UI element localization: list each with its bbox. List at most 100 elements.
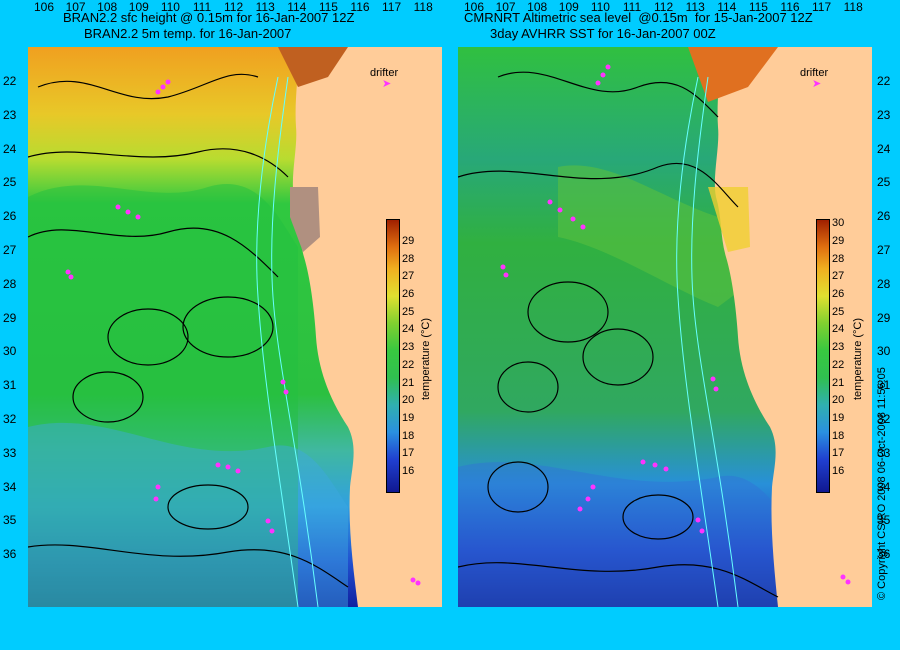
lon-label-106: 106 bbox=[463, 0, 485, 14]
lat-label-26: 26 bbox=[3, 209, 17, 224]
drifter-tracks bbox=[500, 64, 851, 585]
right-colorbar bbox=[816, 219, 830, 493]
lon-label-109: 109 bbox=[558, 0, 579, 14]
left-sst-map bbox=[28, 47, 442, 607]
copyright-text: © Copyright CSIRO 2008 06-Oct-2008 11:56… bbox=[876, 367, 888, 600]
land-shading bbox=[290, 187, 320, 252]
right-drifter-arrow: ➤ bbox=[812, 78, 822, 90]
isobaths bbox=[256, 76, 319, 607]
right-title-line2: 3day AVHRR SST for 16-Jan-2007 00Z bbox=[490, 26, 716, 41]
right-title-line1: CMRNRT Altimetric sea level @0.15m for 1… bbox=[464, 10, 813, 25]
sea-level-contours bbox=[458, 71, 779, 598]
lat-label-29: 29 bbox=[3, 310, 17, 325]
lon-label-117: 117 bbox=[812, 0, 832, 14]
colorbar-tick-28: 28 bbox=[832, 252, 845, 265]
left-map-panel bbox=[28, 47, 442, 607]
lat-label-31: 31 bbox=[3, 378, 17, 393]
colorbar-tick-18: 18 bbox=[402, 429, 415, 442]
colorbar-tick-23: 23 bbox=[832, 341, 845, 354]
left-colorbar bbox=[386, 219, 400, 493]
lon-label-110: 110 bbox=[160, 0, 180, 14]
right-map-panel bbox=[458, 47, 872, 607]
colorbar-tick-20: 20 bbox=[832, 394, 845, 407]
colorbar-tick-27: 27 bbox=[832, 270, 845, 283]
lat-label-26: 26 bbox=[877, 209, 891, 224]
lat-label-22: 22 bbox=[3, 74, 17, 88]
left-colorbar-unit: temperature (°C) bbox=[420, 317, 432, 400]
left-title-line1: BRAN2.2 sfc height @ 0.15m for 16-Jan-20… bbox=[63, 10, 355, 25]
lon-label-108: 108 bbox=[527, 0, 548, 14]
warm-water-patch bbox=[28, 184, 298, 607]
lon-label-114: 114 bbox=[717, 0, 737, 14]
lat-label-31: 31 bbox=[877, 378, 891, 393]
lat-label-32: 32 bbox=[877, 412, 891, 426]
colorbar-tick-18: 18 bbox=[832, 429, 845, 442]
lon-label-109: 109 bbox=[128, 0, 149, 14]
lat-label-36: 36 bbox=[877, 547, 891, 562]
lat-label-30: 30 bbox=[3, 344, 17, 359]
lon-label-107: 107 bbox=[65, 0, 86, 14]
colorbar-tick-22: 22 bbox=[402, 358, 415, 371]
right-sst-map bbox=[458, 47, 872, 607]
lon-label-115: 115 bbox=[748, 0, 768, 14]
lon-label-115: 115 bbox=[318, 0, 338, 14]
colorbar-tick-19: 19 bbox=[402, 411, 415, 424]
lat-label-22: 22 bbox=[877, 74, 891, 88]
left-drifter-arrow: ➤ bbox=[382, 78, 392, 90]
colorbar-tick-19: 19 bbox=[832, 411, 845, 424]
colorbar-tick-17: 17 bbox=[402, 447, 415, 460]
warm-coastal-strip bbox=[708, 187, 750, 252]
lat-label-25: 25 bbox=[877, 175, 891, 190]
colorbar-tick-24: 24 bbox=[402, 323, 415, 336]
right-colorbar-unit: temperature (°C) bbox=[852, 317, 864, 400]
lon-label-108: 108 bbox=[97, 0, 118, 14]
colorbar-tick-30: 30 bbox=[832, 217, 845, 230]
colorbar-tick-29: 29 bbox=[402, 234, 415, 247]
lat-label-35: 35 bbox=[877, 513, 891, 528]
lon-label-106: 106 bbox=[33, 0, 55, 14]
land-mass bbox=[292, 47, 442, 607]
colorbar-tick-23: 23 bbox=[402, 341, 415, 354]
lat-label-33: 33 bbox=[877, 445, 891, 460]
lat-label-28: 28 bbox=[3, 276, 17, 291]
lat-label-27: 27 bbox=[877, 243, 891, 257]
lat-label-28: 28 bbox=[877, 276, 891, 291]
colorbar-tick-16: 16 bbox=[832, 465, 845, 477]
isobaths bbox=[676, 76, 739, 607]
lat-label-23: 23 bbox=[3, 107, 17, 122]
colorbar-tick-26: 26 bbox=[402, 288, 415, 300]
lon-label-111: 111 bbox=[622, 0, 642, 14]
colorbar-tick-21: 21 bbox=[402, 376, 415, 389]
colorbar-tick-21: 21 bbox=[832, 376, 845, 389]
warm-coastal-water bbox=[278, 47, 348, 87]
lon-label-110: 110 bbox=[590, 0, 610, 14]
colorbar-tick-25: 25 bbox=[402, 305, 415, 318]
warm-coastal-water bbox=[688, 47, 778, 102]
lat-label-23: 23 bbox=[877, 107, 891, 122]
land-mass bbox=[714, 47, 872, 607]
lon-label-112: 112 bbox=[224, 0, 244, 14]
lat-label-25: 25 bbox=[3, 175, 17, 190]
right-drifter-label: drifter bbox=[800, 67, 829, 79]
colorbar-tick-16: 16 bbox=[402, 465, 415, 477]
colorbar-tick-24: 24 bbox=[832, 323, 845, 336]
colorbar-tick-29: 29 bbox=[832, 234, 845, 247]
lat-label-34: 34 bbox=[877, 479, 891, 494]
left-drifter-label: drifter bbox=[370, 67, 399, 79]
lat-label-29: 29 bbox=[877, 310, 891, 325]
warm-water-patch bbox=[558, 165, 758, 307]
lon-label-113: 113 bbox=[255, 0, 275, 14]
colorbar-tick-26: 26 bbox=[832, 288, 845, 300]
lon-label-112: 112 bbox=[654, 0, 674, 14]
colorbar-tick-27: 27 bbox=[402, 270, 415, 283]
lat-label-34: 34 bbox=[3, 479, 17, 494]
lat-label-30: 30 bbox=[877, 344, 891, 359]
lon-label-113: 113 bbox=[685, 0, 705, 14]
lon-label-118: 118 bbox=[843, 0, 863, 14]
lon-label-116: 116 bbox=[350, 0, 370, 14]
lon-label-107: 107 bbox=[495, 0, 516, 14]
drifter-tracks bbox=[65, 79, 421, 586]
lat-label-24: 24 bbox=[3, 141, 17, 156]
cool-water-patch bbox=[28, 422, 348, 607]
colorbar-tick-28: 28 bbox=[402, 252, 415, 265]
